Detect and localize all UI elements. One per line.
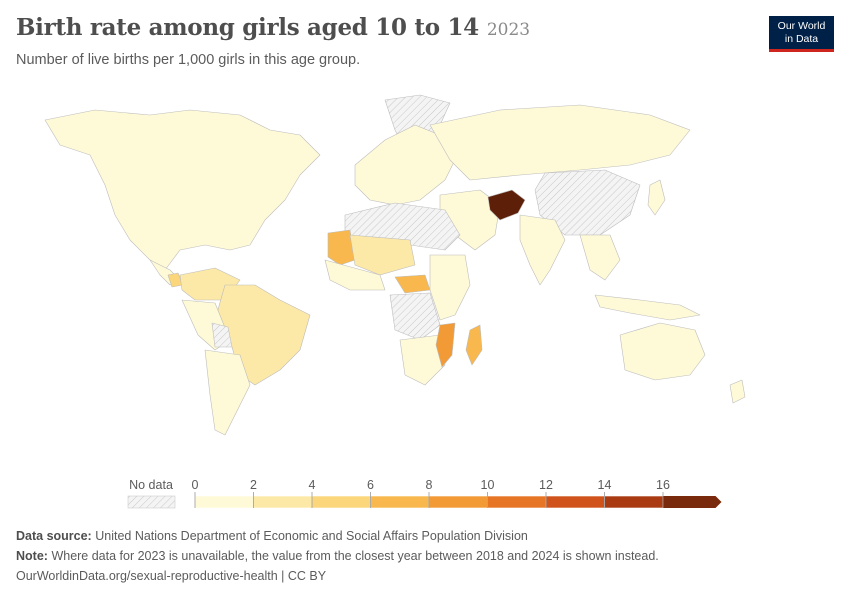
chart-year[interactable]: 2023 bbox=[486, 20, 531, 40]
legend-bin-1[interactable] bbox=[253, 495, 313, 509]
legend-tick-label-5: 10 bbox=[481, 478, 495, 492]
footer-credit[interactable]: OurWorldinData.org/sexual-reproductive-h… bbox=[16, 569, 327, 583]
region-mozambique[interactable] bbox=[435, 322, 456, 368]
world-map[interactable] bbox=[0, 85, 850, 465]
region-southern-africa[interactable] bbox=[399, 334, 446, 386]
region-mali-niger[interactable] bbox=[349, 234, 416, 276]
legend-tick-label-4: 8 bbox=[426, 478, 433, 492]
footer-note-label: Note: bbox=[16, 549, 48, 563]
legend-no-data-swatch[interactable] bbox=[127, 495, 176, 509]
region-australia[interactable] bbox=[619, 322, 706, 381]
legend-bin-7[interactable] bbox=[604, 495, 664, 509]
region-paraguay[interactable] bbox=[211, 322, 233, 348]
legend-tick-label-0: 0 bbox=[192, 478, 199, 492]
footer-note-text: Where data for 2023 is unavailable, the … bbox=[51, 549, 659, 563]
legend-tick-label-6: 12 bbox=[539, 478, 553, 492]
logo-line-2: in Data bbox=[784, 33, 819, 45]
region-west-africa-coast[interactable] bbox=[324, 259, 386, 291]
region-japan[interactable] bbox=[647, 179, 666, 216]
map-legend: No data 0 2 4 6 8 10 12 14 16 bbox=[127, 478, 722, 509]
legend-bins bbox=[194, 495, 722, 509]
legend-tick-label-2: 4 bbox=[309, 478, 316, 492]
region-madagascar[interactable] bbox=[465, 324, 483, 366]
footer-note: Note: Where data for 2023 is unavailable… bbox=[16, 549, 659, 563]
legend-tick-label-3: 6 bbox=[367, 478, 374, 492]
region-argentina-chile[interactable] bbox=[204, 349, 251, 436]
region-north-america[interactable] bbox=[44, 109, 321, 271]
chart-title: Birth rate among girls aged 10 to 14 bbox=[16, 14, 479, 41]
legend-tick-label-8: 16 bbox=[656, 478, 670, 492]
legend-bin-5[interactable] bbox=[487, 495, 547, 509]
region-russia[interactable] bbox=[429, 104, 691, 181]
chart-subtitle: Number of live births per 1,000 girls in… bbox=[16, 52, 361, 68]
region-india[interactable] bbox=[519, 214, 566, 286]
owid-logo[interactable]: Our World in Data bbox=[769, 16, 834, 52]
legend-bin-8[interactable] bbox=[663, 496, 722, 508]
legend-bin-0[interactable] bbox=[194, 495, 254, 509]
chart-header: Birth rate among girls aged 10 to 14 202… bbox=[16, 14, 530, 41]
region-east-africa[interactable] bbox=[429, 254, 471, 321]
legend-bin-4[interactable] bbox=[428, 495, 488, 509]
footer-source-text[interactable]: United Nations Department of Economic an… bbox=[95, 529, 528, 543]
logo-line-1: Our World bbox=[777, 20, 826, 32]
region-new-zealand[interactable] bbox=[729, 379, 746, 404]
region-mauritania[interactable] bbox=[327, 229, 356, 266]
legend-ticks: 0 2 4 6 8 10 12 14 16 bbox=[192, 478, 670, 508]
footer-source: Data source: United Nations Department o… bbox=[16, 529, 528, 543]
region-central-african-republic[interactable] bbox=[394, 274, 431, 294]
region-afghanistan[interactable] bbox=[487, 189, 526, 221]
legend-bin-6[interactable] bbox=[545, 495, 605, 509]
legend-tick-label-7: 14 bbox=[598, 478, 612, 492]
legend-bin-2[interactable] bbox=[311, 495, 371, 509]
legend-no-data-label: No data bbox=[129, 478, 173, 492]
legend-tick-label-1: 2 bbox=[250, 478, 257, 492]
region-southeast-asia[interactable] bbox=[579, 234, 621, 281]
legend-bin-3[interactable] bbox=[370, 495, 430, 509]
footer-source-label: Data source: bbox=[16, 529, 92, 543]
region-europe[interactable] bbox=[354, 124, 456, 206]
region-dr-congo[interactable] bbox=[389, 292, 441, 341]
region-indonesia[interactable] bbox=[594, 294, 701, 321]
